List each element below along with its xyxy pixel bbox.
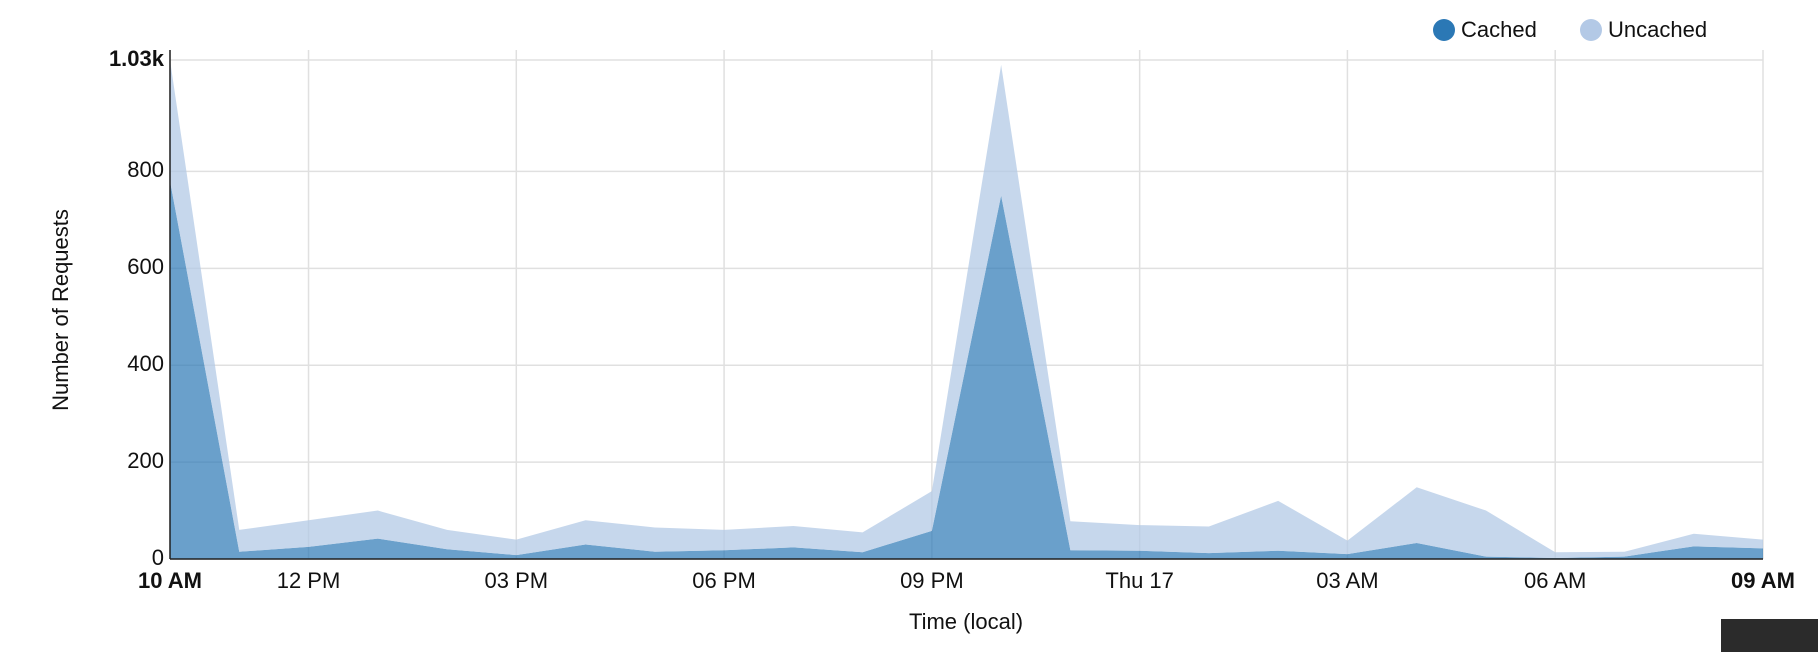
x-axis-title: Time (local) <box>909 609 1023 634</box>
area <box>170 60 1763 559</box>
x-tick-label: 06 AM <box>1524 568 1586 593</box>
legend-label: Cached <box>1461 17 1537 42</box>
grid <box>169 50 1764 560</box>
x-tick-label: 12 PM <box>277 568 341 593</box>
y-tick-label: 800 <box>127 157 164 182</box>
area <box>170 181 1763 559</box>
x-tick-label: 09 PM <box>900 568 964 593</box>
x-tick-label: 10 AM <box>138 568 202 593</box>
y-tick-label: 200 <box>127 448 164 473</box>
y-tick-label: 0 <box>152 545 164 570</box>
y-tick-label: 400 <box>127 351 164 376</box>
x-tick-label: 06 PM <box>692 568 756 593</box>
legend-label: Uncached <box>1608 17 1707 42</box>
x-tick-label: 03 AM <box>1316 568 1378 593</box>
corner-widget <box>1721 619 1818 652</box>
y-tick-label: 600 <box>127 254 164 279</box>
y-axis-title: Number of Requests <box>48 209 73 411</box>
x-tick-label: 09 AM <box>1731 568 1795 593</box>
x-tick-label: 03 PM <box>485 568 549 593</box>
legend-marker <box>1580 19 1602 41</box>
x-tick-label: Thu 17 <box>1105 568 1174 593</box>
y-tick-label: 1.03k <box>109 46 165 71</box>
legend-marker <box>1433 19 1455 41</box>
